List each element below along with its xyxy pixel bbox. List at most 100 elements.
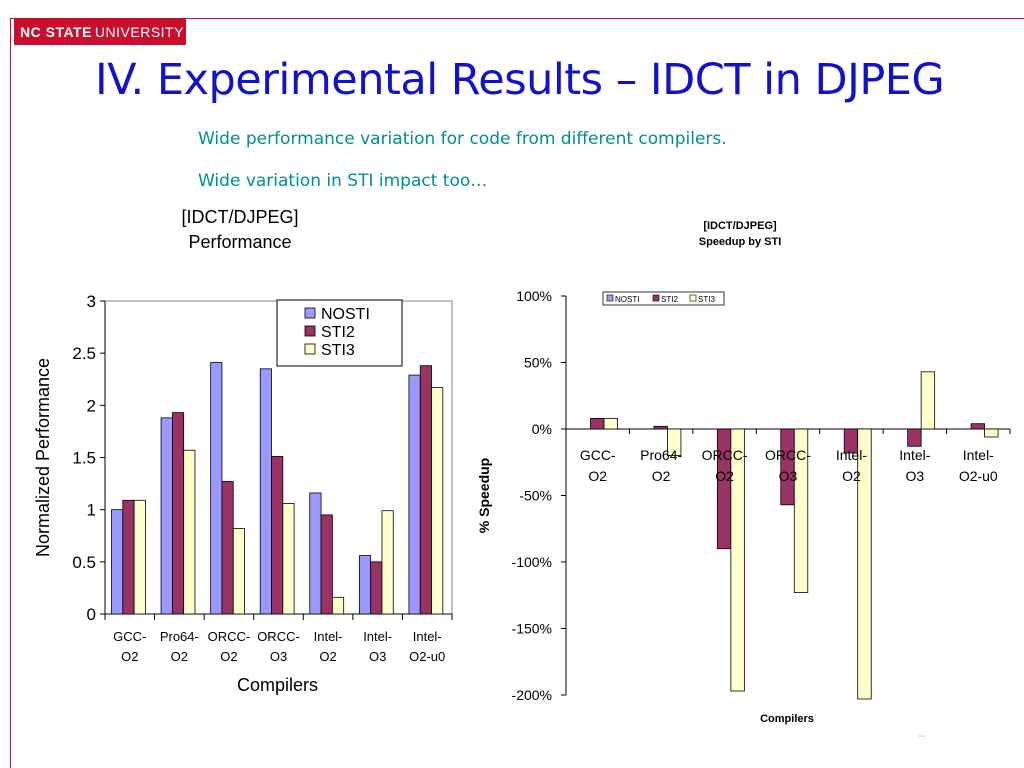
left-legend-box: [276, 299, 403, 367]
left-y-tick-label: 3: [87, 292, 96, 311]
left-bar-sti2: [271, 456, 284, 615]
left-x-tick-label: O3: [270, 649, 287, 664]
left-x-tick-label: Intel-: [413, 629, 442, 644]
right-bar-sti3: [793, 428, 809, 593]
left-bar-sti2: [221, 481, 234, 615]
right-x-tick-label: Intel-: [836, 447, 867, 463]
right-chart-title: [IDCT/DJPEG] Speedup by STI: [640, 218, 840, 250]
right-x-tick-label: Pro64-: [640, 447, 682, 463]
right-bar-sti2: [590, 417, 605, 430]
right-x-tick-label: O2-u0: [959, 468, 998, 484]
left-x-tick-label: O2-u0: [409, 649, 445, 664]
right-y-tick-label: 100%: [516, 288, 552, 304]
frame-top-line: [10, 18, 1024, 19]
left-chart-title: [IDCT/DJPEG] Performance: [150, 205, 330, 255]
left-bar-nosti: [259, 368, 272, 615]
right-x-tick-label: ORCC-: [702, 447, 748, 463]
left-x-tick-label: GCC-: [113, 629, 146, 644]
right-y-tick-label: -150%: [512, 621, 552, 637]
slide-title: IV. Experimental Results – IDCT in DJPEG: [95, 55, 945, 105]
left-x-tick-label: ORCC-: [257, 629, 300, 644]
right-y-tick-label: 50%: [524, 355, 552, 371]
right-x-tick-label: Intel-: [963, 447, 994, 463]
left-chart-title-line-2: Performance: [188, 232, 292, 252]
left-bar-sti2: [122, 499, 135, 615]
right-x-axis-label: Compilers: [760, 713, 814, 725]
right-x-tick-label: O3: [779, 468, 798, 484]
right-x-tick-label: Intel-: [899, 447, 930, 463]
right-chart-title-line-2: Speedup by STI: [698, 236, 782, 248]
right-x-tick-label: ORCC-: [765, 447, 811, 463]
left-legend-swatch-sti2: [304, 325, 316, 337]
left-bar-nosti: [210, 362, 223, 615]
left-bar-nosti: [160, 417, 173, 615]
university-logo: NC STATE UNIVERSITY: [14, 19, 186, 45]
left-x-tick-label: O2: [171, 649, 188, 664]
right-y-tick-label: 0%: [532, 421, 552, 437]
right-x-tick-label: O2: [842, 468, 861, 484]
left-x-tick-label: Pro64-: [160, 629, 199, 644]
right-bar-sti3: [730, 428, 745, 692]
left-bar-sti3: [331, 596, 345, 615]
right-legend-label-nosti: NOSTI: [615, 295, 639, 304]
right-chart-title-line-1: [IDCT/DJPEG]: [703, 220, 777, 232]
right-bar-sti2: [907, 428, 922, 447]
left-x-axis-label: Compilers: [237, 675, 318, 695]
left-y-tick-label: 0: [87, 605, 96, 624]
right-x-tick-label: O2: [588, 468, 607, 484]
left-bar-sti3: [232, 528, 245, 615]
right-bar-sti3: [984, 428, 999, 438]
right-x-tick-label: O2: [652, 468, 671, 484]
left-x-tick-label: ORCC-: [208, 629, 251, 644]
left-bar-sti2: [419, 365, 432, 615]
left-bar-sti3: [183, 449, 196, 615]
page-number: --: [918, 728, 926, 742]
left-y-axis-label: Normalized Performance: [33, 358, 53, 557]
right-y-tick-label: -50%: [519, 488, 552, 504]
right-bar-sti2: [653, 425, 668, 430]
right-bar-sti3: [667, 428, 682, 457]
left-bar-sti3: [133, 499, 146, 615]
right-legend-swatch-nosti: [606, 294, 614, 302]
left-bar-nosti: [309, 492, 322, 615]
left-legend-label-nosti: NOSTI: [321, 306, 370, 323]
left-y-tick-label: 2: [87, 396, 96, 415]
left-legend-label-sti3: STI3: [321, 342, 355, 359]
right-legend-label-sti2: STI2: [661, 295, 678, 304]
left-x-tick-label: O2: [319, 649, 336, 664]
left-legend-label-sti2: STI2: [321, 324, 355, 341]
right-y-axis-label: % Speedup: [476, 458, 492, 533]
right-bar-sti2: [780, 428, 795, 506]
right-legend-swatch-sti2: [652, 294, 660, 302]
left-bar-sti2: [370, 561, 383, 615]
left-bar-sti2: [171, 412, 185, 615]
left-x-tick-label: Intel-: [363, 629, 392, 644]
left-y-tick-label: 1: [87, 501, 96, 520]
right-bar-sti2: [970, 423, 985, 430]
left-legend-swatch-sti3: [304, 343, 316, 355]
left-legend-swatch-nosti: [304, 307, 316, 319]
left-bar-sti3: [431, 387, 444, 615]
right-x-tick-label: O3: [906, 468, 925, 484]
right-y-tick-label: -100%: [512, 554, 552, 570]
left-x-tick-label: Intel-: [314, 629, 343, 644]
right-bar-sti3: [857, 428, 872, 700]
left-y-tick-label: 1.5: [72, 449, 96, 468]
left-x-tick-label: O3: [369, 649, 386, 664]
right-legend-swatch-sti3: [689, 294, 697, 302]
left-bar-nosti: [111, 509, 124, 615]
right-bar-sti3: [603, 417, 618, 430]
right-x-tick-label: GCC-: [580, 447, 616, 463]
left-x-tick-label: O2: [220, 649, 237, 664]
right-y-tick-label: -200%: [512, 687, 552, 703]
frame-left-line: [10, 18, 11, 768]
left-bar-nosti: [358, 555, 372, 615]
left-bar-sti2: [320, 514, 333, 615]
right-legend-label-sti3: STI3: [698, 295, 715, 304]
left-y-tick-label: 0.5: [72, 553, 96, 572]
left-bar-sti3: [381, 510, 394, 615]
left-y-tick-label: 2.5: [72, 344, 96, 363]
logo-regular-text: UNIVERSITY: [94, 24, 184, 40]
left-x-tick-label: O2: [121, 649, 138, 664]
